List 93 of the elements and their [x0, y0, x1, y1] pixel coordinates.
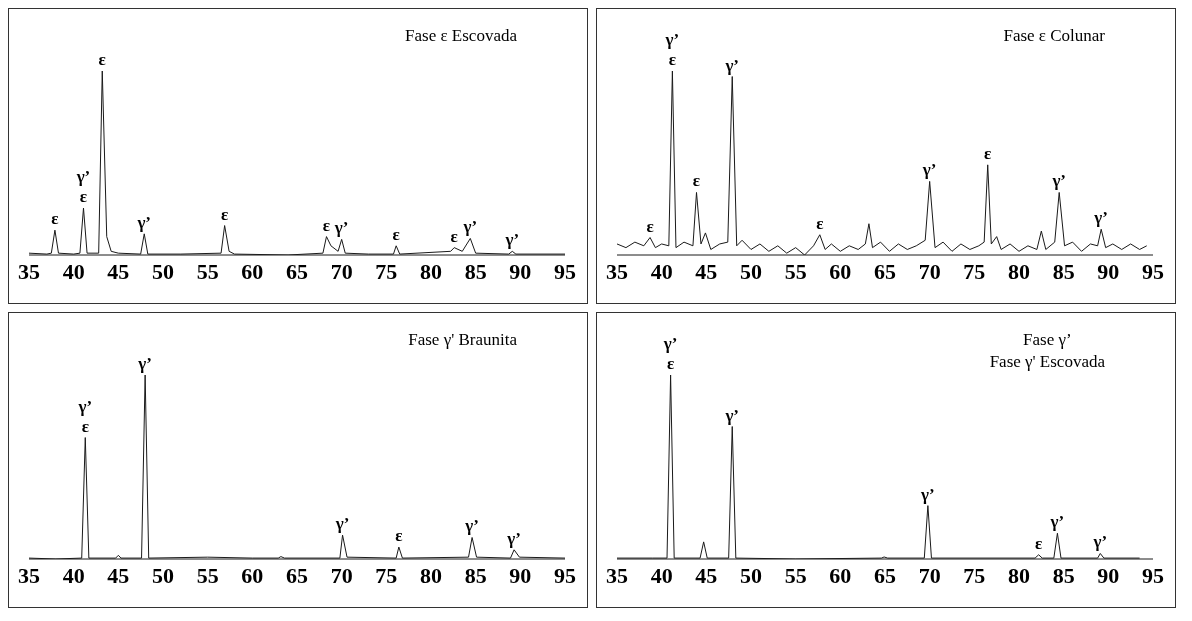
- x-tick-label: 80: [1008, 258, 1030, 284]
- annotation: γ’: [333, 218, 349, 238]
- annotation: γ’: [724, 55, 740, 75]
- x-tick-label: 60: [829, 258, 852, 284]
- x-tick-label: 55: [196, 562, 219, 588]
- x-tick-label: 90: [1097, 562, 1120, 588]
- annotation: γ’: [1051, 171, 1067, 191]
- annotation: ε: [666, 354, 675, 373]
- annotation: ε: [984, 143, 992, 163]
- x-tick-label: 85: [1052, 258, 1075, 284]
- annotation: γ’: [136, 212, 152, 232]
- x-tick-label: 75: [963, 562, 986, 588]
- annotation: ε: [322, 215, 331, 235]
- x-tick-label: 70: [330, 258, 353, 284]
- annotation: γ’: [464, 516, 479, 536]
- chart-subtitle: Fase γ' Escovada: [989, 351, 1105, 373]
- annotation: γ’: [1049, 512, 1065, 532]
- chart-title: Fase γ' Braunita: [408, 329, 517, 351]
- annotation: γ’: [77, 396, 93, 416]
- x-tick-label: 35: [606, 258, 628, 284]
- x-tick-label: 35: [606, 562, 628, 588]
- annotation: γ’: [504, 230, 520, 250]
- annotation: γ’: [1092, 532, 1108, 552]
- x-tick-label: 60: [241, 562, 264, 588]
- x-tick-label: 90: [509, 562, 532, 588]
- annotation: ε: [692, 171, 701, 191]
- annotation: ε: [392, 224, 400, 244]
- x-tick-label: 40: [650, 562, 673, 588]
- x-tick-label: 90: [509, 258, 532, 284]
- x-tick-label: 70: [918, 562, 941, 588]
- x-tick-label: 70: [918, 258, 941, 284]
- annotation: ε: [816, 213, 824, 233]
- x-tick-label: 50: [740, 258, 762, 284]
- annotation: ε: [81, 416, 89, 436]
- x-tick-label: 40: [650, 258, 673, 284]
- x-tick-label: 75: [375, 258, 398, 284]
- x-tick-label: 95: [1142, 562, 1164, 588]
- x-tick-label: 55: [784, 562, 807, 588]
- annotation: ε: [450, 226, 458, 246]
- x-tick-label: 40: [62, 562, 85, 588]
- x-tick-label: 65: [286, 562, 308, 588]
- x-tick-label: 80: [420, 258, 442, 284]
- annotation: ε: [646, 216, 654, 236]
- annotation: γ’: [1093, 208, 1108, 228]
- x-tick-label: 60: [241, 258, 264, 284]
- x-tick-label: 85: [464, 562, 487, 588]
- x-tick-label: 35: [18, 562, 40, 588]
- annotation: ε: [1035, 533, 1043, 553]
- annotation: ε: [79, 187, 88, 207]
- x-tick-label: 55: [784, 258, 807, 284]
- annotation: γ’: [75, 167, 91, 187]
- x-tick-label: 50: [740, 562, 762, 588]
- x-tick-label: 80: [420, 562, 442, 588]
- x-tick-label: 55: [196, 258, 219, 284]
- annotation: ε: [221, 204, 229, 224]
- x-tick-label: 45: [695, 562, 718, 588]
- annotation: γ’: [462, 217, 478, 237]
- x-tick-label: 85: [464, 258, 487, 284]
- x-tick-label: 45: [107, 258, 130, 284]
- x-tick-label: 95: [1142, 258, 1164, 284]
- annotation: γ’: [920, 484, 935, 504]
- annotation: γ’: [664, 30, 680, 49]
- x-tick-label: 50: [152, 562, 174, 588]
- x-tick-label: 50: [152, 258, 174, 284]
- annotation: γ’: [724, 405, 740, 425]
- annotation: ε: [51, 209, 59, 229]
- annotation: γ’: [506, 528, 521, 548]
- chart-title: Fase ε Colunar: [1003, 25, 1105, 47]
- x-tick-label: 40: [62, 258, 85, 284]
- chart-title: Fase ε Escovada: [405, 25, 517, 47]
- x-tick-label: 95: [554, 258, 576, 284]
- x-tick-label: 70: [330, 562, 353, 588]
- x-tick-label: 35: [18, 258, 40, 284]
- annotation: γ’: [334, 514, 350, 534]
- x-tick-label: 95: [554, 562, 576, 588]
- chart-title: Fase γ’: [1022, 329, 1073, 351]
- x-tick-label: 60: [829, 562, 852, 588]
- annotation: γ’: [662, 334, 678, 353]
- x-tick-label: 45: [107, 562, 130, 588]
- x-tick-label: 75: [375, 562, 398, 588]
- annotation: ε: [395, 526, 403, 546]
- x-tick-label: 75: [963, 258, 986, 284]
- annotation: ε: [668, 50, 677, 69]
- annotation: ε: [98, 50, 106, 69]
- x-tick-label: 90: [1097, 258, 1120, 284]
- x-tick-label: 65: [874, 258, 896, 284]
- annotation: γ’: [137, 354, 152, 373]
- annotation: γ’: [921, 160, 937, 180]
- x-tick-label: 65: [286, 258, 308, 284]
- x-tick-label: 45: [695, 258, 718, 284]
- x-tick-label: 65: [874, 562, 896, 588]
- x-tick-label: 80: [1008, 562, 1030, 588]
- x-tick-label: 85: [1052, 562, 1075, 588]
